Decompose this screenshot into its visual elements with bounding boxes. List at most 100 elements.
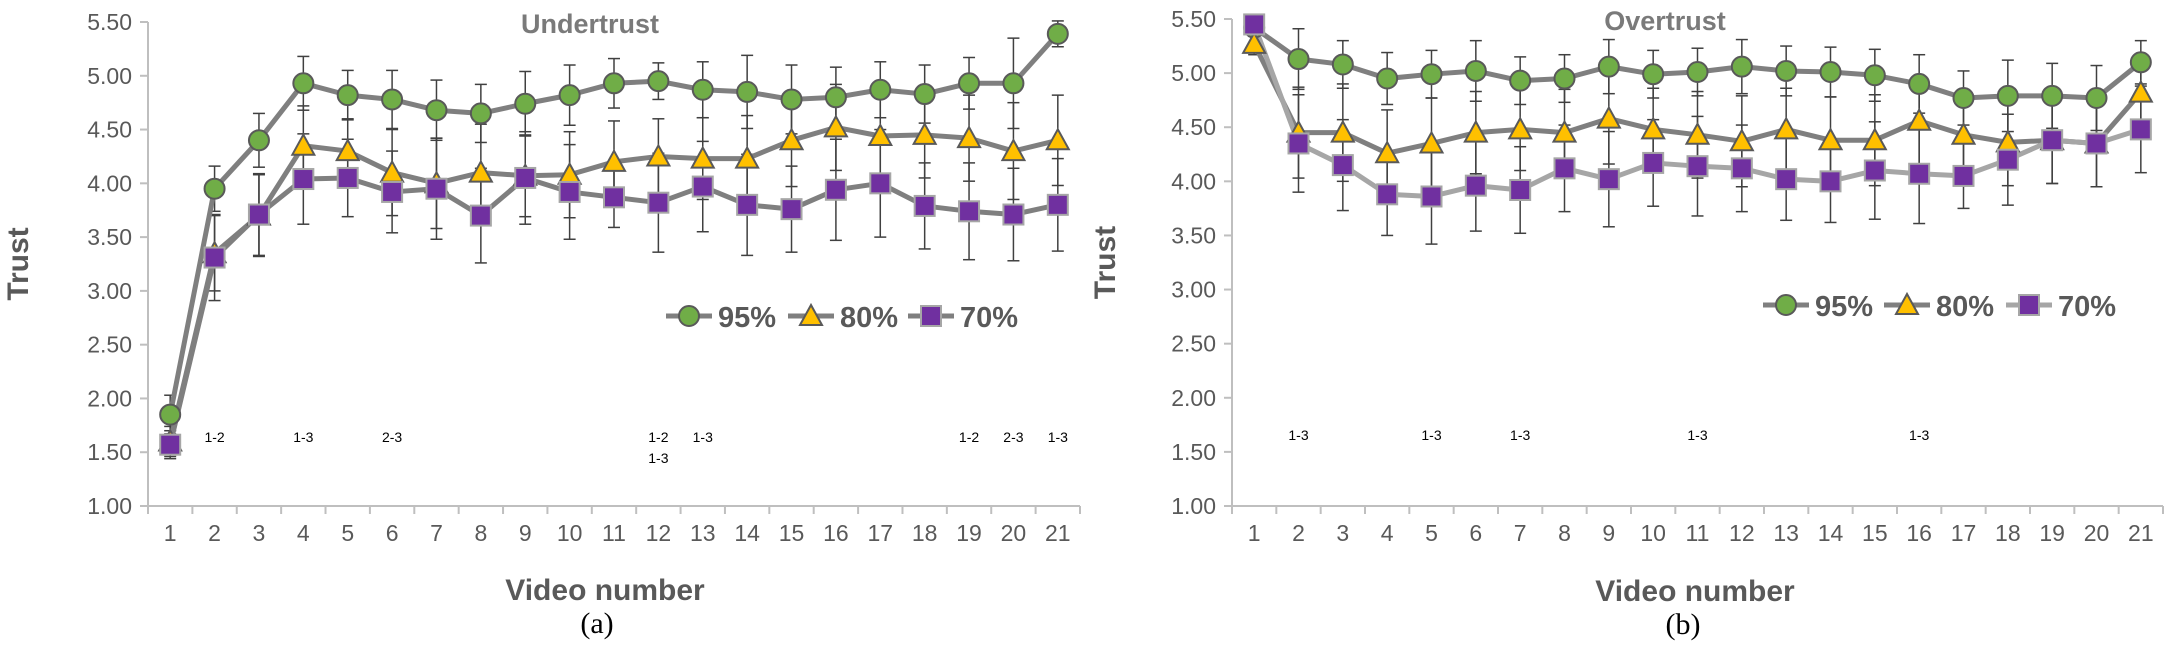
x-tick-label: 5: [341, 520, 354, 546]
legend-marker-70pct: [920, 305, 942, 327]
x-tick-label: 8: [1558, 520, 1571, 546]
x-tick-label: 11: [1686, 520, 1710, 546]
data-point-80pct: [1640, 116, 1666, 140]
y-tick-label: 3.50: [87, 224, 132, 250]
data-point-70pct: [159, 433, 182, 456]
data-point-70pct: [869, 172, 892, 195]
significance-label: 1-3: [1687, 427, 1707, 443]
x-tick-label: 1: [164, 520, 177, 546]
legend-label: 95%: [718, 302, 776, 334]
x-tick-label: 15: [1862, 520, 1888, 546]
data-point-95pct: [336, 84, 359, 107]
data-point-80pct: [1507, 116, 1533, 140]
x-tick-label: 21: [1045, 520, 1071, 546]
data-point-95pct: [1553, 67, 1576, 90]
data-point-80pct: [1000, 137, 1027, 162]
x-tick-label: 2: [208, 520, 221, 546]
data-point-95pct: [2129, 51, 2152, 74]
data-point-95pct: [869, 78, 892, 101]
data-point-70pct: [1819, 170, 1842, 193]
data-point-80pct: [1906, 107, 1932, 131]
significance-label: 1-3: [1288, 427, 1308, 443]
significance-label: 2-3: [382, 429, 402, 445]
data-point-95pct: [247, 129, 270, 152]
data-point-80pct: [1418, 130, 1445, 154]
data-point-70pct: [691, 175, 714, 198]
x-tick-label: 19: [956, 520, 982, 546]
data-point-80pct: [1817, 127, 1844, 151]
y-tick-label: 2.00: [1171, 385, 1216, 411]
data-point-70pct: [558, 180, 581, 203]
data-point-70pct: [824, 178, 847, 201]
data-point-70pct: [1775, 168, 1798, 191]
data-point-70pct: [603, 186, 625, 209]
data-point-80pct: [1374, 140, 1400, 164]
legend-marker-95pct: [678, 305, 700, 327]
data-point-80pct: [956, 125, 982, 149]
data-point-70pct: [514, 166, 537, 189]
x-tick-label: 18: [1995, 520, 2021, 546]
significance-label: 1-3: [693, 429, 713, 445]
significance-label: 1-3: [648, 450, 668, 466]
x-tick-label: 9: [519, 520, 532, 546]
legend-marker-80pct: [798, 302, 824, 326]
data-point-70pct: [292, 168, 315, 191]
data-point-95pct: [1996, 84, 2019, 107]
chart-title: Overtrust: [1604, 6, 1726, 36]
data-point-80pct: [601, 148, 627, 172]
x-tick-label: 2: [1292, 520, 1305, 546]
x-tick-label: 20: [2084, 520, 2110, 546]
x-tick-label: 14: [734, 520, 760, 546]
data-point-80pct: [867, 122, 893, 147]
data-point-70pct: [1046, 193, 1069, 216]
x-tick-label: 13: [1773, 520, 1799, 546]
x-tick-label: 14: [1818, 520, 1844, 546]
significance-label: 2-3: [1003, 429, 1023, 445]
x-tick-label: 11: [602, 520, 626, 546]
data-point-95pct: [1908, 72, 1931, 95]
x-tick-label: 13: [690, 520, 716, 546]
y-tick-label: 2.50: [87, 332, 132, 358]
y-axis-title: Trust: [2, 227, 35, 300]
x-tick-label: 10: [1640, 520, 1666, 546]
data-point-70pct: [1952, 164, 1975, 187]
data-point-70pct: [1863, 159, 1886, 182]
data-point-70pct: [1002, 203, 1025, 226]
data-point-95pct: [1287, 48, 1310, 71]
legend-label: 70%: [960, 302, 1018, 334]
x-tick-label: 12: [646, 520, 672, 546]
data-point-70pct: [780, 198, 803, 221]
x-tick-label: 16: [823, 520, 849, 546]
data-point-70pct: [1331, 154, 1354, 177]
x-tick-label: 9: [1602, 520, 1615, 546]
x-tick-label: 7: [1514, 520, 1527, 546]
x-tick-label: 17: [867, 520, 893, 546]
data-point-95pct: [1002, 72, 1025, 95]
data-point-95pct: [514, 92, 537, 115]
data-point-95pct: [1730, 55, 1753, 78]
x-tick-label: 12: [1729, 520, 1755, 546]
x-tick-label: 6: [1469, 520, 1482, 546]
data-point-95pct: [603, 72, 625, 95]
data-point-95pct: [1863, 64, 1886, 87]
data-point-70pct: [2129, 118, 2152, 141]
x-tick-label: 4: [297, 520, 310, 546]
legend-marker-70pct: [2018, 294, 2040, 316]
y-tick-label: 5.50: [1171, 6, 1216, 32]
data-point-95pct: [2085, 87, 2108, 110]
data-point-80pct: [468, 159, 494, 183]
x-tick-label: 15: [779, 520, 805, 546]
chart-title: Undertrust: [521, 9, 659, 39]
x-tick-label: 20: [1001, 520, 1027, 546]
x-tick-label: 3: [253, 520, 266, 546]
data-point-70pct: [425, 177, 448, 200]
y-tick-label: 5.00: [87, 63, 132, 89]
data-point-70pct: [913, 194, 936, 217]
data-point-70pct: [1420, 185, 1443, 208]
data-point-80pct: [1596, 105, 1622, 129]
significance-label: 1-3: [1510, 427, 1530, 443]
y-tick-label: 1.00: [87, 493, 132, 519]
data-point-70pct: [1730, 157, 1753, 180]
data-point-95pct: [558, 84, 581, 107]
data-point-95pct: [913, 83, 936, 106]
